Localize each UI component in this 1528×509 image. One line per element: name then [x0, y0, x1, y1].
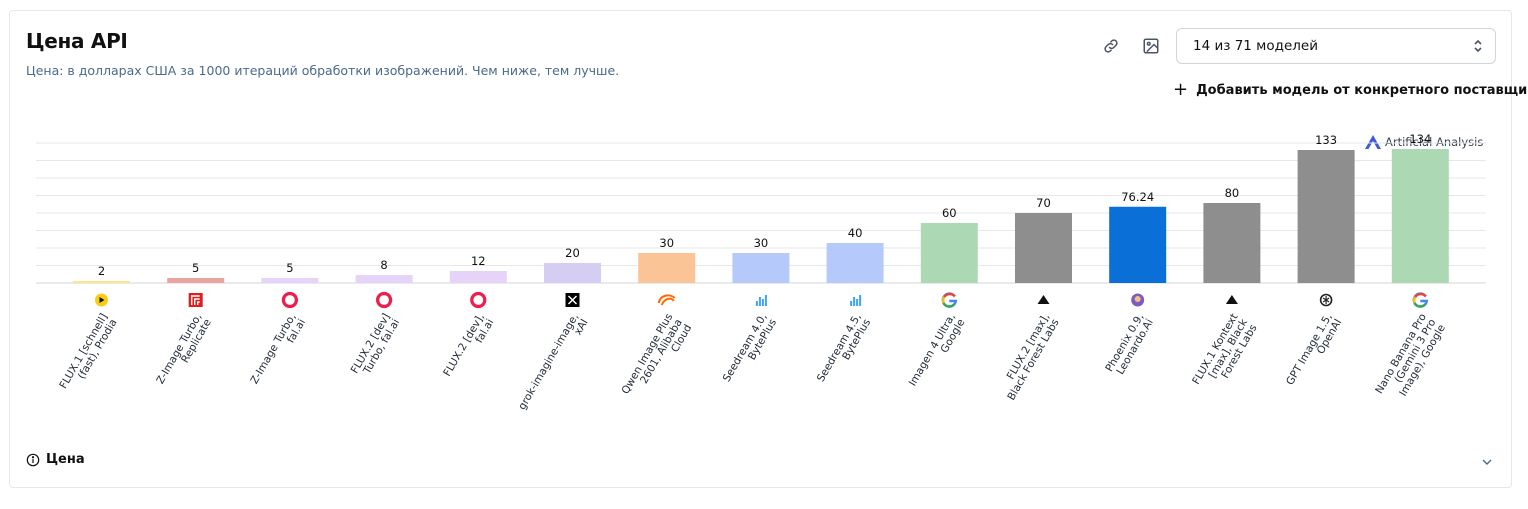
xai-icon	[565, 293, 580, 307]
bar	[355, 275, 413, 283]
bar-value-label: 133	[1315, 133, 1337, 147]
chart-card: Цена API Цена: в долларах США за 1000 ит…	[9, 10, 1528, 488]
link-icon[interactable]	[1100, 35, 1122, 57]
chart-subtitle: Цена: в долларах США за 1000 итераций об…	[26, 63, 620, 78]
bar	[1109, 206, 1167, 283]
x-tick-label: FLUX.1 Kontext[max], BlackForest Labs	[1190, 311, 1260, 398]
bfl-icon	[1037, 295, 1050, 304]
google-icon	[1412, 292, 1429, 308]
info-icon	[26, 453, 40, 466]
footer-toggle[interactable]: Цена	[26, 452, 85, 467]
x-tick-label: Qwen Image Plus2601, AlibabaCloud	[619, 312, 694, 408]
add-provider-label: Добавить модель от конкретного поставщик…	[1196, 82, 1528, 98]
bar-value-label: 70	[1036, 196, 1051, 210]
x-tick-label: Z-Image Turbo,fal.ai	[248, 312, 308, 392]
bar	[1391, 149, 1449, 283]
footer-label: Цена	[46, 452, 85, 467]
bar-value-label: 2	[98, 264, 105, 278]
bar-value-label: 12	[471, 254, 486, 268]
x-tick-label: Seedream 4.5,BytePlus	[815, 312, 873, 390]
page-title: Цена API	[26, 29, 128, 53]
bar-value-label: 40	[848, 226, 863, 240]
x-tick-label: FLUX.2 [dev]Turbo, fal.ai	[349, 312, 402, 382]
chevron-up-down-icon	[1474, 39, 1482, 53]
bfl-icon	[1225, 295, 1238, 304]
model-select[interactable]: 14 из 71 моделей	[1176, 28, 1496, 64]
artificial-analysis-logo-icon	[1365, 135, 1381, 149]
x-tick-label: FLUX.2 [max],Black Forest Labs	[996, 312, 1062, 403]
x-tick-label: Phoenix 0.9,Leonardo.Ai	[1103, 312, 1155, 380]
bar	[167, 278, 225, 283]
x-tick-label: Imagen 4 Ultra,Google	[907, 312, 968, 394]
bar	[1297, 150, 1355, 283]
fal-icon	[281, 291, 298, 309]
bar	[1203, 203, 1261, 283]
chevron-down-icon[interactable]	[1480, 455, 1494, 469]
fal-icon	[470, 291, 487, 309]
openai-icon	[1319, 293, 1333, 307]
bar	[920, 223, 978, 283]
brand-watermark: Artificial Analysis	[1365, 135, 1483, 149]
bar	[1015, 213, 1072, 283]
image-download-icon[interactable]	[1140, 35, 1162, 57]
google-icon	[941, 292, 958, 308]
bar-value-label: 30	[754, 236, 769, 250]
replicate-icon	[188, 293, 203, 307]
bar	[449, 271, 507, 283]
bar-value-label: 80	[1225, 186, 1240, 200]
byteplus-icon	[755, 295, 767, 306]
bar-value-label: 8	[380, 258, 387, 272]
bar-value-label: 20	[565, 246, 580, 260]
prodia-icon	[95, 293, 108, 307]
alibaba-icon	[657, 294, 676, 306]
add-provider-button[interactable]: + Добавить модель от конкретного поставщ…	[1173, 81, 1528, 99]
bar	[73, 281, 130, 283]
leonardo-icon	[1131, 293, 1145, 307]
x-tick-label: Seedream 4.0,BytePlus	[721, 312, 779, 390]
bar	[261, 278, 319, 283]
bar	[544, 263, 601, 283]
bar-value-label: 76.24	[1121, 190, 1154, 204]
byteplus-icon	[850, 295, 862, 306]
x-tick-label: GPT Image 1.5,OpenAI	[1284, 312, 1344, 393]
x-tick-label: Nano Banana Pro(Gemini 3 ProImage), Goog…	[1373, 312, 1448, 407]
x-tick-label: FLUX.2 [dev],fal.ai	[441, 312, 496, 385]
plus-icon: +	[1173, 79, 1189, 100]
x-tick-label: Z-Image Turbo,Replicate	[154, 312, 214, 392]
model-select-value: 14 из 71 моделей	[1193, 38, 1318, 54]
fal-icon	[376, 291, 393, 309]
x-tick-label: grok-imagine-image,xAI	[516, 312, 590, 418]
bar	[826, 243, 884, 283]
x-tick-label: FLUX.1 [schnell](fast), Prodia	[57, 312, 119, 397]
bar	[732, 253, 790, 283]
bar	[638, 253, 696, 283]
bar-value-label: 60	[942, 206, 957, 220]
bar-value-label: 5	[286, 261, 293, 275]
bar-value-label: 5	[192, 261, 199, 275]
bar-value-label: 30	[659, 236, 674, 250]
brand-name: Artificial Analysis	[1385, 135, 1484, 149]
bar-value-label: 134	[1409, 132, 1431, 146]
